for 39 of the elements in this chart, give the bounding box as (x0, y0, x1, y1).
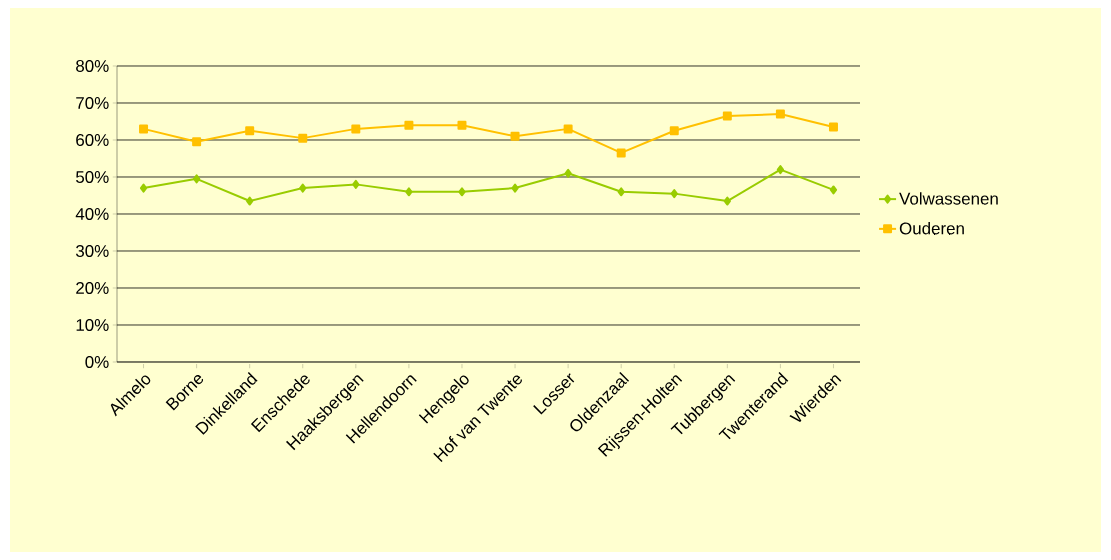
point (405, 187, 413, 197)
point (351, 124, 361, 134)
point (669, 126, 679, 136)
point (775, 109, 785, 119)
point (246, 196, 254, 206)
point (352, 179, 360, 189)
point (404, 120, 414, 130)
point (829, 185, 838, 195)
point (723, 196, 731, 206)
point (192, 137, 202, 147)
y-tick-label: 70% (76, 96, 109, 109)
point (616, 148, 626, 158)
point (298, 133, 308, 143)
point (139, 124, 149, 134)
point (510, 131, 520, 141)
y-tick-label: 20% (76, 281, 109, 294)
point (722, 111, 732, 121)
y-tick-label: 60% (76, 133, 109, 146)
point (670, 189, 678, 199)
point (192, 174, 201, 184)
point (458, 187, 466, 197)
y-tick-label: 50% (76, 170, 109, 183)
point (511, 183, 519, 193)
point (457, 120, 467, 130)
point (617, 187, 625, 197)
point (776, 165, 785, 175)
point (828, 122, 838, 132)
point (245, 126, 255, 136)
point (563, 124, 573, 134)
legend-label: Ouderen (899, 221, 964, 235)
point (139, 183, 148, 193)
y-tick-label: 10% (76, 318, 109, 331)
y-tick-label: 30% (75, 244, 109, 257)
legend-label: Volwassenen (899, 192, 998, 205)
point (299, 183, 307, 193)
y-tick-label: 0% (85, 355, 109, 368)
y-tick-label: 40% (75, 207, 109, 220)
y-tick-label: 80% (76, 59, 109, 72)
point (564, 168, 572, 178)
